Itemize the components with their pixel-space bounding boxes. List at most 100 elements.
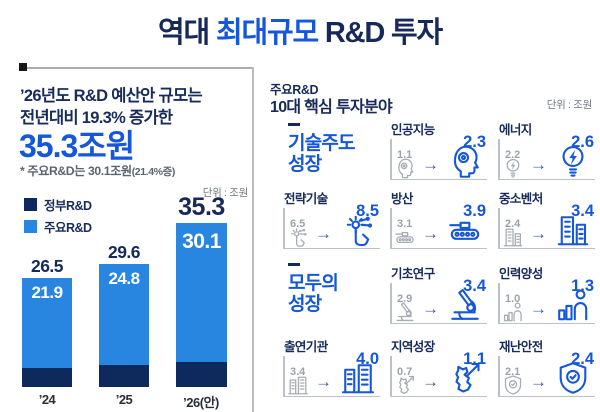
buildings-icon: [555, 212, 591, 248]
title-highlight: 최대규모: [216, 17, 319, 49]
headline-line2: 전년대비 19.3% 증가한: [20, 109, 173, 127]
item-before-value: 1.0: [505, 293, 521, 305]
buildings-icon: [502, 226, 524, 248]
arrow-right-icon: →: [530, 224, 547, 243]
person-growth-icon: [502, 301, 524, 323]
item-axis-v: [498, 356, 500, 397]
ai-head-icon: [394, 157, 416, 179]
headline-value: 35.3조원: [19, 128, 135, 164]
item-axis-v: [498, 208, 500, 249]
shield-check-icon: [502, 374, 524, 396]
bar-total-25: 29.6: [107, 242, 141, 262]
item-after-value: 2.6: [571, 133, 594, 151]
bar-gov-segment-25: [99, 365, 149, 387]
item-after-value: 3.4: [571, 202, 594, 220]
invest-item-defense: 방산 3.1 → 3.9: [390, 191, 487, 249]
bar-major-value-25: 24.8: [108, 269, 140, 288]
item-axis-h: [498, 178, 595, 180]
microscope-icon: [394, 301, 416, 323]
item-before-value: 2.1: [505, 366, 521, 378]
institution-building-icon: [340, 360, 376, 396]
invest-item-basic-research: 기초연구 2.9 → 3.4: [390, 266, 487, 324]
section-dash: [288, 123, 300, 126]
bar-total-26: 35.3: [178, 193, 225, 221]
ai-head-icon: [447, 143, 483, 179]
right-header-line1: 주요R&D: [270, 83, 319, 97]
item-before-value: 6.5: [290, 218, 306, 230]
item-label: 방산: [391, 192, 413, 206]
item-label: 기초연구: [391, 267, 435, 281]
footnote-paren: (21.4%증): [131, 166, 176, 178]
item-axis-h: [390, 322, 487, 324]
bar-gov-segment-26: [176, 362, 227, 387]
section-dash: [288, 263, 300, 266]
right-header-line2: 10대 핵심 투자분야: [270, 99, 393, 116]
invest-item-strategic-tech: 전략기술 6.5 → 8.5: [283, 191, 380, 249]
arrow-right-icon: →: [422, 155, 439, 174]
item-axis-h: [390, 247, 487, 249]
section-line2: 성장: [288, 154, 322, 175]
touch-tech-icon: [340, 212, 376, 248]
headline-line1: ’26년도 R&D 예산안 규모는: [20, 87, 203, 105]
invest-item-energy: 에너지 2.2 → 2.6: [498, 122, 595, 180]
item-before-value: 1.1: [397, 149, 413, 161]
touch-tech-icon: [287, 226, 309, 248]
arrow-right-icon: →: [315, 372, 332, 391]
tank-icon: [394, 226, 416, 248]
bar-gov-segment-24: [22, 368, 72, 387]
korea-map-arrow-icon: [447, 360, 483, 396]
item-axis-v: [390, 208, 392, 249]
arrow-right-icon: →: [530, 372, 547, 391]
item-axis-h: [283, 395, 380, 397]
item-axis-v: [498, 283, 500, 324]
bar-total-24: 26.5: [30, 256, 64, 276]
legend-swatch-major: [24, 220, 37, 233]
item-before-value: 3.4: [290, 366, 306, 378]
item-after-value: 3.4: [463, 277, 486, 295]
item-axis-v: [283, 208, 285, 249]
invest-item-ai: 인공지능 1.1 → 2.3: [390, 122, 487, 180]
bulb-icon: [502, 157, 524, 179]
footnote-text: * 주요R&D는 30.1조원: [20, 164, 132, 178]
microscope-icon: [447, 287, 483, 323]
section-title-tech-led-growth: 기술주도 성장: [288, 123, 384, 175]
item-after-value: 1.1: [463, 350, 486, 368]
arrow-right-icon: →: [530, 155, 547, 174]
item-before-value: 2.2: [505, 149, 521, 161]
item-axis-h: [498, 322, 595, 324]
page-title: 역대 최대규모 R&D 투자: [0, 9, 600, 51]
legend-item-major: 주요R&D: [24, 217, 92, 236]
item-axis-h: [498, 395, 595, 397]
item-axis-v: [498, 139, 500, 180]
item-label: 재난안전: [499, 340, 543, 354]
item-after-value: 4.0: [356, 350, 379, 368]
bulb-icon: [555, 143, 591, 179]
item-after-value: 2.3: [463, 133, 486, 151]
bar-major-segment-24: [22, 278, 72, 368]
bar-category-24: ’24: [38, 392, 56, 407]
arrow-right-icon: →: [530, 299, 547, 318]
item-label: 지역성장: [391, 340, 435, 354]
item-axis-h: [283, 247, 380, 249]
panel-divider-line: [252, 67, 254, 412]
arrow-right-icon: →: [422, 372, 439, 391]
item-axis-h: [498, 247, 595, 249]
section-title-text: 기술주도 성장: [288, 133, 384, 175]
legend-swatch-gov: [24, 198, 37, 211]
arrow-right-icon: →: [315, 224, 332, 243]
rule-marker-square: [19, 63, 27, 71]
item-label: 출연기관: [284, 340, 328, 354]
item-before-value: 3.1: [397, 218, 413, 230]
item-label: 인력양성: [499, 267, 543, 281]
item-label: 에너지: [499, 123, 532, 137]
bar-category-25: ’25: [115, 392, 133, 407]
item-axis-v: [390, 139, 392, 180]
unit-label-right: 단위 : 조원: [546, 99, 593, 111]
section-line2: 성장: [288, 294, 322, 315]
top-rule-line: [20, 67, 253, 69]
bar-category-26: ’26(안): [183, 395, 219, 410]
invest-item-talent-development: 인력양성 1.0 → 1.3: [498, 266, 595, 324]
person-growth-icon: [555, 287, 591, 323]
item-after-value: 2.4: [571, 350, 594, 368]
item-label: 전략기술: [284, 192, 328, 206]
